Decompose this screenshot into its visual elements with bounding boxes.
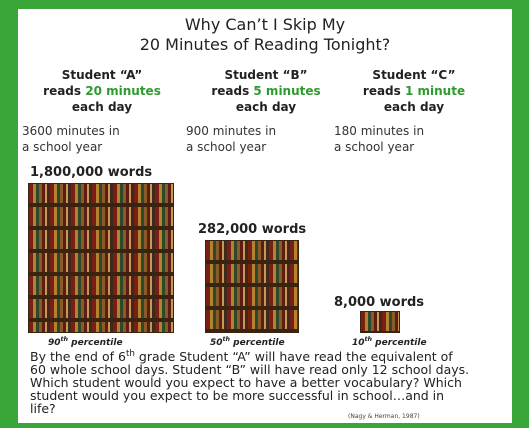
title-line: Why Can’t I Skip My — [18, 15, 512, 35]
student: Student “B” — [186, 67, 346, 83]
suffix: th — [365, 336, 373, 343]
minutes: 1 minute — [405, 84, 465, 98]
label: percentile — [71, 338, 122, 348]
green-frame: Why Can’t I Skip My 20 Minutes of Readin… — [0, 0, 529, 428]
conclusion: By the end of 6th grade Student “A” will… — [30, 348, 470, 415]
bookshelf — [360, 311, 400, 333]
year-line: a school year — [186, 139, 346, 155]
per-day: each day — [334, 99, 494, 115]
label: percentile — [233, 338, 284, 348]
rank: 90 — [48, 338, 61, 348]
percentile: 90th percentile — [48, 336, 123, 348]
reads-line: reads 5 minutes — [186, 83, 346, 99]
bookshelf — [205, 240, 299, 333]
suffix: th — [223, 336, 231, 343]
reads: reads — [363, 84, 401, 98]
word-count: 282,000 words — [198, 222, 306, 237]
student: Student “A” — [22, 67, 182, 83]
minutes: 20 minutes — [85, 84, 161, 98]
bookshelf — [28, 183, 174, 333]
student: Student “C” — [334, 67, 494, 83]
reads: reads — [43, 84, 81, 98]
word-count: 8,000 words — [334, 295, 424, 310]
percentile: 10th percentile — [352, 336, 427, 348]
suffix: th — [61, 336, 69, 343]
year-line: 3600 minutes in — [22, 123, 182, 139]
rank: 50 — [210, 338, 223, 348]
percentile: 50th percentile — [210, 336, 285, 348]
per-day: each day — [186, 99, 346, 115]
infographic: Why Can’t I Skip My 20 Minutes of Readin… — [18, 9, 512, 423]
minutes: 5 minutes — [253, 84, 320, 98]
year-line: a school year — [334, 139, 494, 155]
year-line: 900 minutes in — [186, 123, 346, 139]
citation: (Nagy & Herman, 1987) — [348, 413, 420, 420]
rank: 10 — [352, 338, 365, 348]
reads-line: reads 1 minute — [334, 83, 494, 99]
year-line: 180 minutes in — [334, 123, 494, 139]
title-line: 20 Minutes of Reading Tonight? — [18, 35, 512, 55]
word-count: 1,800,000 words — [30, 165, 152, 180]
reads-line: reads 20 minutes — [22, 83, 182, 99]
year-line: a school year — [22, 139, 182, 155]
superscript: th — [126, 349, 135, 359]
reads: reads — [211, 84, 249, 98]
label: percentile — [375, 338, 426, 348]
per-day: each day — [22, 99, 182, 115]
